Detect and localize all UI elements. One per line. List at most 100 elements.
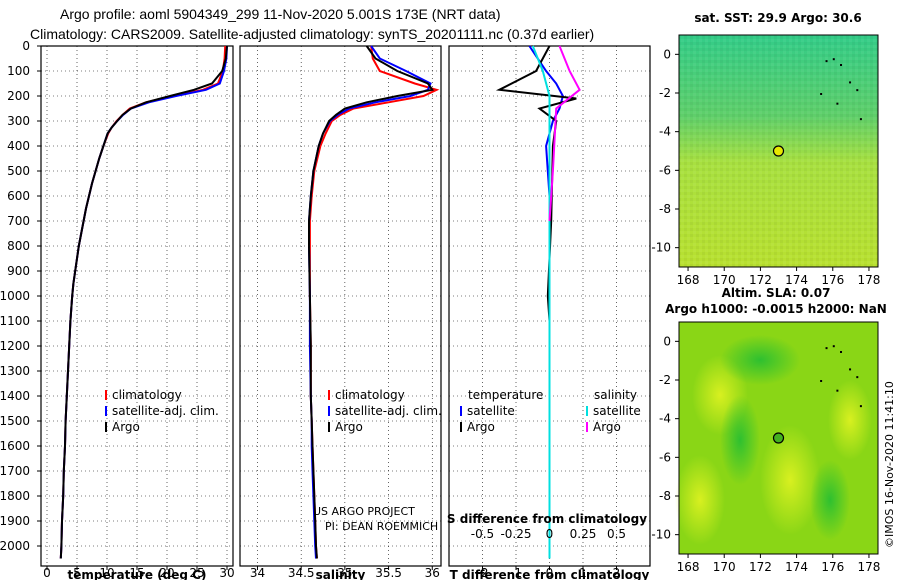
y-tick-label: 200 — [7, 89, 30, 103]
map-frame — [678, 321, 879, 555]
credit-line: PI: DEAN ROEMMICH — [325, 520, 438, 533]
map-frame — [678, 34, 879, 268]
island-marker — [849, 368, 852, 371]
map-x-tick-label: 176 — [821, 273, 844, 287]
x-tick-label: 2 — [613, 566, 621, 580]
series-line-s-argo — [548, 45, 581, 222]
sla-map-title: Altim. SLA: 0.07 — [722, 286, 831, 300]
map-y-tick-label: -10 — [651, 528, 671, 542]
island-marker — [820, 380, 823, 382]
map-y-tick-label: -10 — [651, 241, 671, 255]
y-tick-label: 1400 — [0, 389, 30, 403]
y-tick-label: 100 — [7, 64, 30, 78]
x-tick-label: 0 — [43, 566, 51, 580]
x-tick-label: 34 — [250, 566, 265, 580]
legend-title: salinity — [594, 388, 637, 402]
series-line-t-satellite — [528, 45, 564, 559]
legend-label: Argo — [467, 420, 495, 434]
x-axis-label: salinity — [316, 568, 366, 580]
island-marker — [840, 351, 843, 353]
credit-line: US ARGO PROJECT — [313, 505, 415, 518]
map-x-tick-label: 174 — [785, 273, 808, 287]
series-line-argo — [308, 45, 435, 559]
island-marker — [825, 60, 828, 63]
legend-label: satellite-adj. clim. — [335, 404, 442, 418]
legend-label: climatology — [335, 388, 405, 402]
y-tick-label: 600 — [7, 189, 30, 203]
x-tick-label: 35.5 — [375, 566, 402, 580]
depth-axis: 0 100 200 300 400 500 600 700 800 900 1000 1100 1200… — [0, 39, 41, 553]
y-tick-label: 900 — [7, 264, 30, 278]
header-line-1: Argo profile: aoml 5904349_299 11-Nov-20… — [60, 6, 501, 22]
island-marker — [825, 347, 828, 350]
imos-credit: ©IMOS 16-Nov-2020 11:41:10 — [883, 381, 896, 548]
legend-label: Argo — [335, 420, 363, 434]
legend-label: satellite — [593, 404, 641, 418]
top-axis-label: S difference from climatology — [447, 512, 647, 526]
y-tick-label: 1600 — [0, 439, 30, 453]
sla-blob — [828, 380, 872, 460]
map-y-tick-label: -6 — [659, 450, 671, 464]
top-tick-label: -0.5 — [471, 527, 494, 541]
x-tick-label: 25 — [189, 566, 204, 580]
series-line-s-satellite — [531, 45, 551, 559]
map-x-tick-label: 170 — [713, 560, 736, 574]
x-tick-label: 35 — [337, 566, 352, 580]
y-tick-label: 0 — [22, 39, 30, 53]
legend-label: satellite — [467, 404, 515, 418]
salinity-panel: 34 34.5 35 35.5 36 salinity climatology satelli… — [239, 45, 442, 580]
map-x-tick-label: 178 — [858, 560, 881, 574]
y-tick-label: 1000 — [0, 289, 30, 303]
island-marker — [859, 405, 862, 408]
y-tick-label: 800 — [7, 239, 30, 253]
x-tick-label: 10 — [99, 566, 114, 580]
map-x-tick-label: 178 — [858, 273, 881, 287]
panel-frame — [239, 45, 442, 567]
y-tick-label: 300 — [7, 114, 30, 128]
island-marker — [859, 118, 862, 121]
y-tick-label: 1700 — [0, 464, 30, 478]
header-line-2: Climatology: CARS2009. Satellite-adjuste… — [30, 26, 595, 42]
map-x-tick-label: 176 — [821, 560, 844, 574]
x-tick-label: 5 — [73, 566, 81, 580]
map-y-tick-label: -4 — [659, 412, 671, 426]
x-axis-label: temperature (deg C) — [68, 568, 207, 580]
map-y-tick-label: -8 — [659, 489, 671, 503]
y-tick-label: 1500 — [0, 414, 30, 428]
map-x-tick-label: 172 — [749, 273, 772, 287]
island-marker — [840, 64, 843, 66]
map-y-tick-label: 0 — [663, 334, 671, 348]
sla-map: 168 170 172 174 176 178 0 -2 -4 -6 -8 -10 — [651, 321, 881, 574]
y-tick-label: 1300 — [0, 364, 30, 378]
x-tick-label: 0 — [546, 566, 554, 580]
series-line-satellite-adj-clim- — [59, 45, 228, 559]
island-marker — [836, 102, 839, 105]
map-y-tick-label: -2 — [659, 373, 671, 387]
sla-blob — [810, 460, 850, 540]
island-marker — [856, 376, 859, 379]
island-marker — [836, 389, 839, 392]
sla-map-subtitle: Argo h1000: -0.0015 h2000: NaN — [665, 302, 887, 316]
x-axis-label: T difference from climatology — [450, 568, 650, 580]
legend-title: temperature — [468, 388, 543, 402]
map-y-tick-label: 0 — [663, 47, 671, 61]
legend-label: Argo — [112, 420, 140, 434]
island-marker — [856, 89, 859, 92]
argo-location-marker — [772, 432, 785, 444]
temperature-panel: 0 5 10 15 20 25 30 temperature (deg C) climatolo… — [40, 45, 235, 580]
island-marker — [820, 93, 823, 95]
legend-label: satellite-adj. clim. — [112, 404, 219, 418]
sla-blob — [675, 455, 725, 545]
x-tick-label: 1 — [579, 566, 587, 580]
map-y-tick-label: -6 — [659, 163, 671, 177]
legend-label: Argo — [593, 420, 621, 434]
difference-panel: -2 -1 0 1 2T difference from climatology -0.5… — [447, 45, 651, 580]
y-tick-label: 1100 — [0, 314, 30, 328]
map-x-tick-label: 168 — [677, 273, 700, 287]
y-tick-label: 400 — [7, 139, 30, 153]
x-tick-label: 34.5 — [288, 566, 315, 580]
series-line-t-argo — [495, 45, 577, 322]
top-tick-label: -0.25 — [500, 527, 531, 541]
y-tick-label: 2000 — [0, 539, 30, 553]
